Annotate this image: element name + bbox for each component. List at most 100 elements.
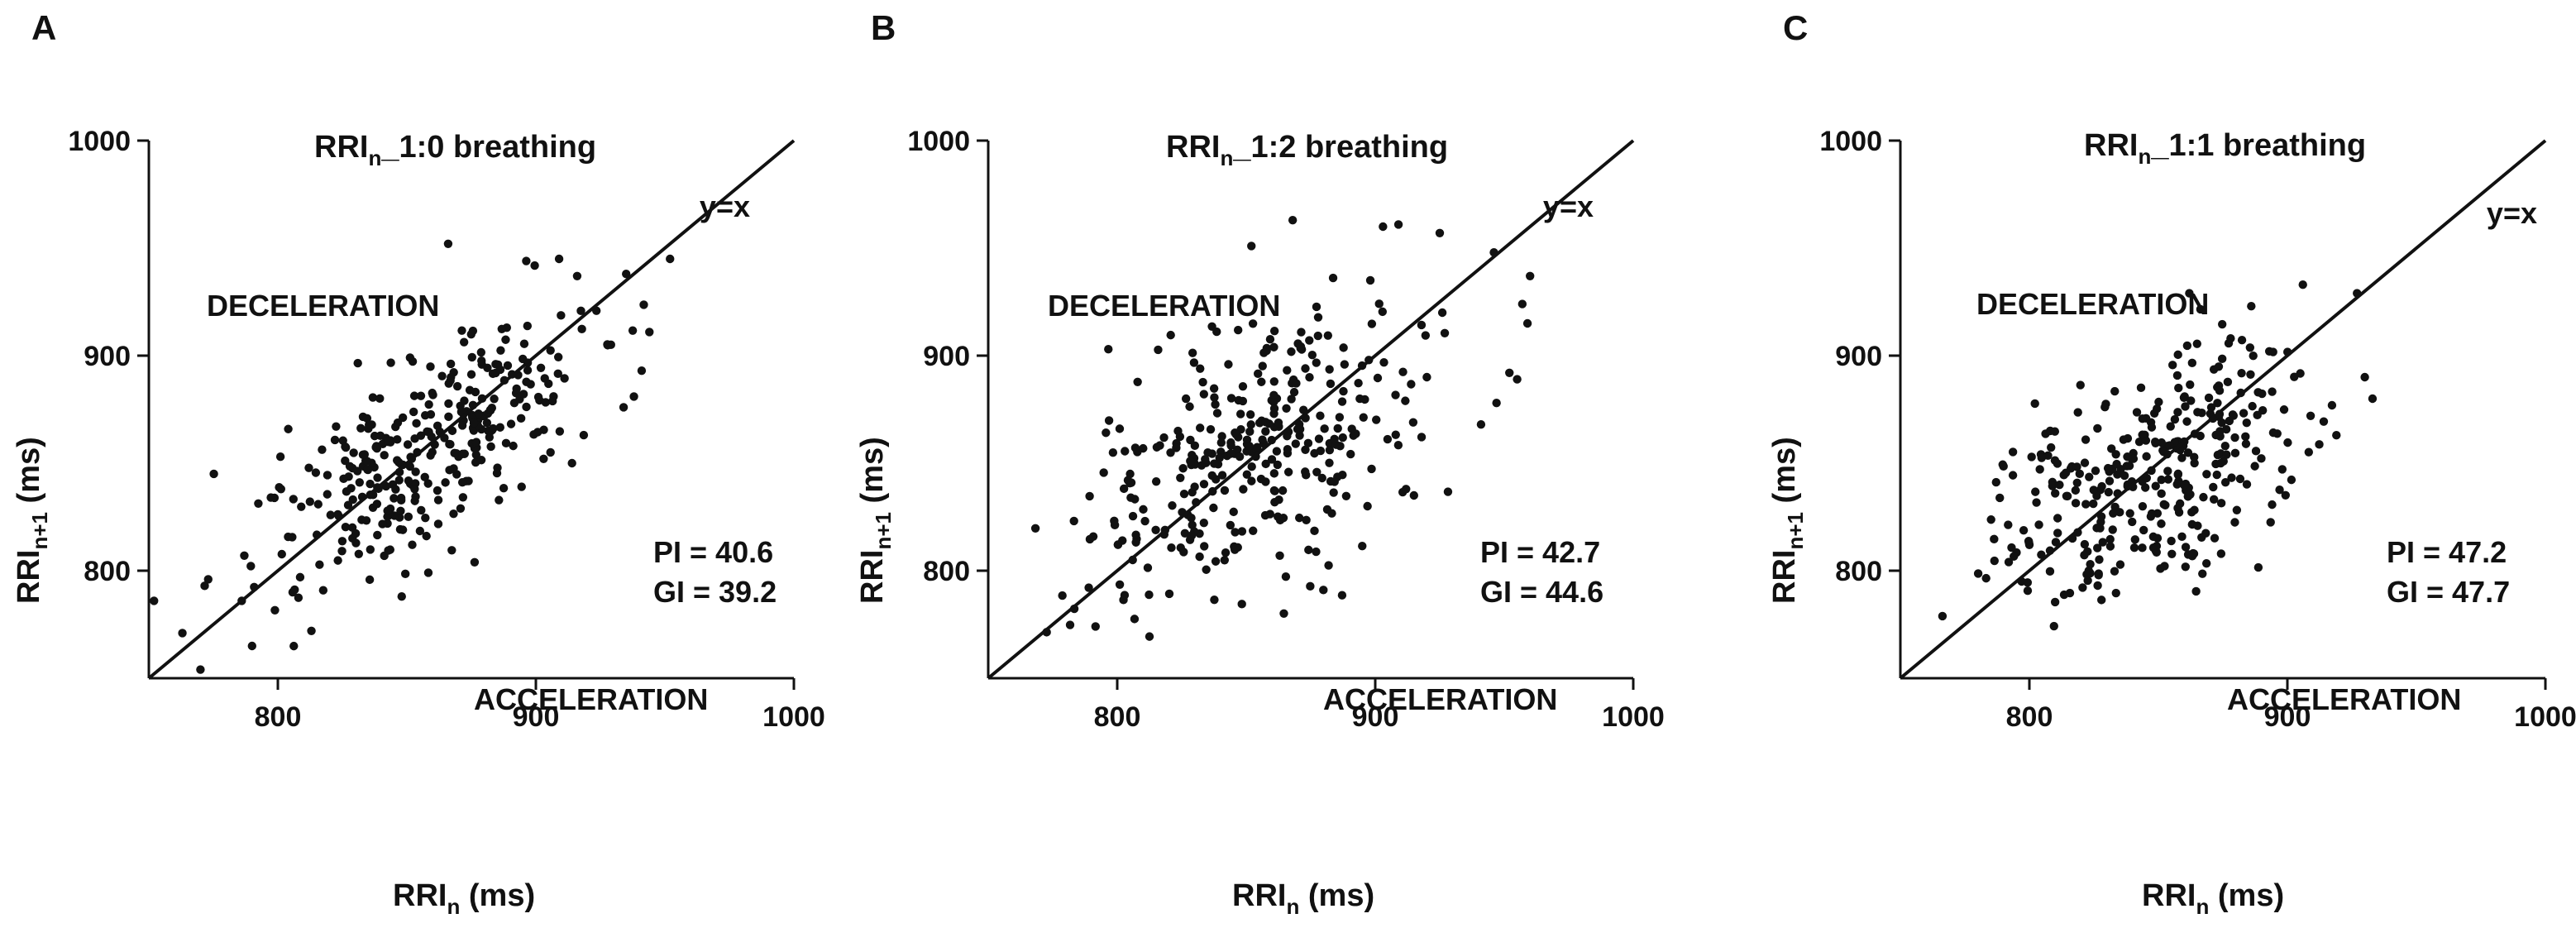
- data-point: [2098, 538, 2107, 547]
- data-point: [1209, 384, 1219, 393]
- data-point: [341, 522, 351, 532]
- data-point: [2215, 427, 2225, 436]
- data-point: [501, 438, 511, 448]
- data-point: [2190, 452, 2199, 462]
- data-point: [395, 524, 405, 534]
- data-point: [346, 484, 356, 493]
- data-point: [2105, 476, 2115, 486]
- data-point: [323, 471, 332, 480]
- data-point: [2163, 475, 2173, 484]
- panel-label: C: [1783, 8, 1808, 47]
- data-point: [554, 254, 564, 264]
- data-point: [2258, 389, 2267, 399]
- data-point: [536, 363, 546, 372]
- data-point: [2268, 387, 2277, 396]
- data-point: [1326, 379, 1336, 389]
- data-point: [1401, 396, 1410, 405]
- data-point: [2023, 586, 2033, 596]
- data-point: [412, 419, 421, 428]
- data-point: [2277, 465, 2287, 474]
- data-point: [1188, 348, 1197, 357]
- data-point: [1337, 397, 1347, 406]
- data-point: [356, 423, 366, 433]
- data-point: [2190, 505, 2199, 514]
- data-point: [2242, 480, 2252, 489]
- data-point: [2186, 490, 2195, 499]
- data-point: [2152, 404, 2162, 414]
- data-point: [294, 593, 303, 602]
- data-point: [1526, 271, 1535, 280]
- data-point: [1220, 486, 1230, 495]
- data-point: [2050, 427, 2060, 436]
- data-point: [1409, 490, 1418, 500]
- data-point: [1198, 377, 1207, 387]
- data-point: [365, 575, 375, 585]
- data-point: [637, 366, 647, 376]
- data-point: [2096, 596, 2106, 605]
- data-point: [2110, 567, 2120, 576]
- data-point: [1195, 552, 1204, 562]
- y-tick-label: 900: [84, 341, 131, 372]
- data-point: [2268, 500, 2277, 509]
- data-point: [341, 442, 350, 452]
- data-point: [1443, 487, 1453, 496]
- data-point: [2160, 562, 2169, 571]
- data-point: [1176, 473, 1185, 482]
- data-point: [1269, 390, 1278, 400]
- data-point: [482, 419, 492, 428]
- data-point: [2051, 538, 2061, 547]
- data-point: [2306, 411, 2316, 420]
- data-point: [2072, 462, 2081, 471]
- data-point: [361, 516, 371, 525]
- data-point: [1248, 319, 1258, 328]
- acceleration-label: ACCELERATION: [1323, 682, 1557, 716]
- data-point: [497, 324, 506, 334]
- data-point: [2229, 411, 2239, 420]
- data-point: [1226, 438, 1235, 447]
- data-point: [1998, 460, 2007, 469]
- data-point: [2157, 475, 2166, 485]
- data-point: [1517, 299, 1527, 309]
- data-point: [539, 454, 548, 463]
- data-point: [433, 486, 442, 495]
- data-point: [209, 469, 218, 479]
- data-point: [2080, 458, 2090, 467]
- data-point: [460, 396, 469, 405]
- acceleration-label: ACCELERATION: [2227, 682, 2461, 716]
- data-point: [466, 370, 476, 379]
- data-point: [1379, 222, 1388, 232]
- data-point: [2185, 289, 2194, 298]
- data-point: [2024, 538, 2034, 548]
- data-point: [1217, 471, 1227, 480]
- data-point: [2138, 414, 2147, 423]
- data-point: [410, 485, 419, 494]
- data-point: [421, 513, 430, 523]
- data-point: [2138, 430, 2147, 439]
- data-point: [1130, 443, 1140, 452]
- data-point: [1492, 399, 1501, 408]
- data-point: [553, 352, 563, 361]
- data-point: [2216, 499, 2226, 508]
- data-point: [200, 581, 209, 591]
- data-point: [1247, 476, 1256, 486]
- data-point: [1224, 360, 1233, 369]
- data-point: [628, 326, 638, 335]
- data-point: [2167, 536, 2176, 546]
- data-point: [1211, 557, 1221, 566]
- data-point: [2019, 525, 2029, 535]
- data-point: [487, 425, 497, 435]
- data-point: [2181, 402, 2190, 411]
- data-point: [2213, 399, 2222, 408]
- data-point: [499, 484, 509, 493]
- data-point: [2031, 487, 2040, 496]
- data-point: [423, 479, 433, 488]
- data-point: [2124, 461, 2134, 471]
- data-point: [437, 371, 447, 380]
- chart-title: RRIn_1:1 breathing: [2084, 128, 2366, 169]
- data-point: [1091, 622, 1100, 631]
- data-point: [1278, 486, 1288, 495]
- data-point: [459, 337, 469, 347]
- data-point: [1258, 361, 1267, 371]
- data-point: [1330, 434, 1339, 444]
- data-point: [2235, 474, 2245, 484]
